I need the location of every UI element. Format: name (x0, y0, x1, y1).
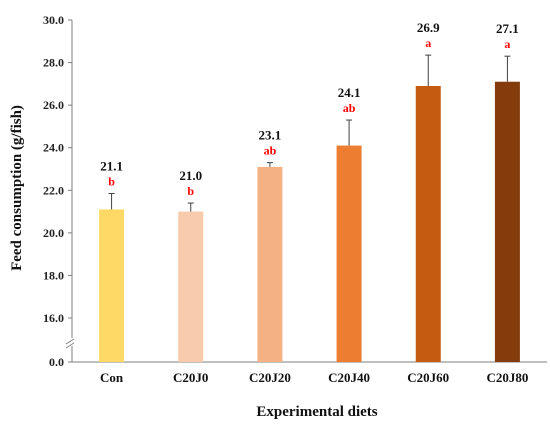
y-tick-label: 28.0 (43, 56, 64, 70)
category-label: C20J60 (407, 370, 449, 385)
axis-break-mark (65, 338, 79, 349)
y-tick-label: 0.0 (49, 355, 64, 369)
x-axis-title: Experimental diets (256, 404, 377, 420)
axis-break-line (65, 342, 75, 349)
category-label: C20J0 (173, 370, 208, 385)
category-label: C20J40 (328, 370, 370, 385)
y-tick-label: 20.0 (43, 226, 64, 240)
significance-label: a (425, 36, 431, 50)
significance-label: ab (343, 101, 356, 115)
value-label: 27.1 (496, 21, 519, 36)
y-tick-label: 26.0 (43, 98, 64, 112)
value-label: 21.1 (100, 158, 123, 173)
value-label: 21.0 (179, 168, 202, 183)
bar-c20j40 (336, 145, 362, 362)
bar-c20j0 (178, 211, 204, 362)
bar-c20j20 (257, 166, 283, 362)
value-label: 26.9 (417, 20, 440, 35)
y-tick-label: 16.0 (43, 311, 64, 325)
error-bars (108, 54, 511, 212)
y-tick-label: 30.0 (43, 13, 64, 27)
axes (71, 20, 547, 363)
y-axis-ticks: 0.0 16.0 18.0 20.0 22.0 24.0 26.0 28.0 30.0 (43, 13, 72, 369)
y-tick-label: 22.0 (43, 183, 64, 197)
significance-label: b (187, 184, 194, 198)
bar-c20j60 (415, 85, 441, 362)
category-label: C20J20 (249, 370, 291, 385)
value-label: 23.1 (259, 128, 282, 143)
axis-break-line (65, 338, 75, 345)
y-tick-label: 18.0 (43, 268, 64, 282)
significance-label: b (108, 174, 115, 188)
significance-label: a (504, 37, 510, 51)
significance-label: ab (264, 144, 277, 158)
y-tick-label: 24.0 (43, 141, 64, 155)
bar-con (99, 209, 125, 362)
category-label: C20J80 (486, 370, 528, 385)
bars (99, 81, 520, 362)
x-axis-categories: Con C20J0 C20J20 C20J40 C20J60 C20J80 (100, 370, 528, 385)
bar-c20j80 (494, 81, 520, 362)
category-label: Con (100, 370, 124, 385)
axis-break-gap (65, 338, 79, 346)
value-label: 24.1 (338, 85, 361, 100)
y-axis-title: Feed consumption (g/fish) (9, 105, 25, 271)
